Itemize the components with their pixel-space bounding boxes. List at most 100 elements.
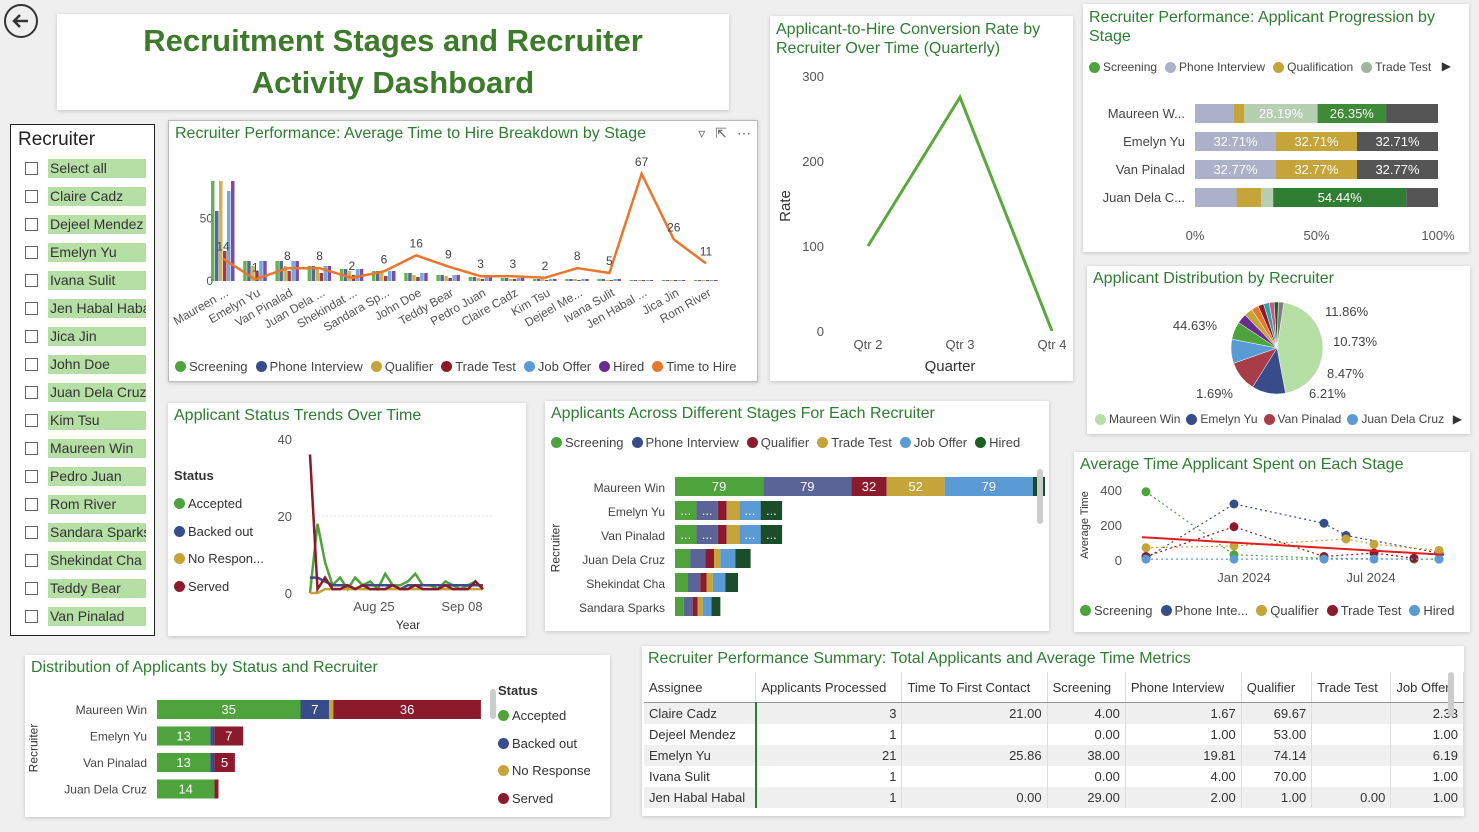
- progression-legend-screening[interactable]: Screening: [1089, 60, 1157, 74]
- table-row[interactable]: Ivana Sulit 1 0.00 4.00 70.00 1.00: [644, 766, 1464, 787]
- time-to-hire-legend-hired[interactable]: Hired: [599, 359, 644, 374]
- status-legend-backed-out[interactable]: Backed out: [174, 518, 264, 546]
- checkbox[interactable]: [25, 581, 38, 595]
- legend-marker-icon: [1089, 61, 1100, 73]
- bar: [263, 261, 267, 281]
- avg-time-title: Average Time Applicant Spent on Each Sta…: [1080, 456, 1404, 473]
- checkbox[interactable]: [25, 553, 38, 567]
- focus-mode-icon[interactable]: ⇱: [715, 125, 727, 141]
- time-to-hire-legend-phone-interview[interactable]: Phone Interview: [255, 359, 363, 374]
- column-header-applicants-processed[interactable]: Applicants Processed: [755, 672, 903, 703]
- slicer-item-van-pinalad[interactable]: Van Pinalad: [25, 605, 154, 627]
- distribution-legend-juan-dela-cruz[interactable]: Juan Dela Cruz: [1347, 412, 1444, 426]
- slicer-item-juan-dela-cruz[interactable]: Juan Dela Cruz: [25, 381, 154, 403]
- distribution-legend-emelyn-yu[interactable]: Emelyn Yu: [1186, 412, 1258, 426]
- checkbox[interactable]: [25, 273, 38, 287]
- status-legend-served[interactable]: Served: [174, 573, 264, 601]
- table-row[interactable]: Dejeel Mendez 1 0.00 1.00 53.00 1.00: [644, 724, 1464, 745]
- slicer-item-ivana-sulit[interactable]: Ivana Sulit: [25, 269, 154, 291]
- column-header-screening[interactable]: Screening: [1047, 672, 1126, 703]
- slicer-item-jica-jin[interactable]: Jica Jin: [25, 325, 154, 347]
- status-dist-legend-served[interactable]: Served: [498, 785, 591, 813]
- slicer-item-pedro-juan[interactable]: Pedro Juan: [25, 465, 154, 487]
- column-header-phone-interview[interactable]: Phone Interview: [1125, 672, 1242, 703]
- slicer-item-emelyn-yu[interactable]: Emelyn Yu: [25, 241, 154, 263]
- progression-legend-trade-test[interactable]: Trade Test: [1361, 60, 1431, 74]
- avg-time-legend-hired[interactable]: Hired: [1409, 603, 1454, 618]
- slicer-item-select-all[interactable]: Select all: [25, 157, 154, 179]
- progression-legend-phone-interview[interactable]: Phone Interview: [1165, 60, 1265, 74]
- legend-next-icon[interactable]: ▶: [1441, 59, 1451, 73]
- column-header-assignee[interactable]: Assignee: [644, 672, 757, 703]
- status-dist-legend-backed-out[interactable]: Backed out: [498, 730, 591, 758]
- avg-time-legend-phone-inte[interactable]: Phone Inte...: [1160, 603, 1248, 618]
- checkbox[interactable]: [25, 245, 38, 259]
- table-row[interactable]: Emelyn Yu 21 25.86 38.00 19.81 74.14 6.19: [644, 745, 1464, 766]
- slicer-item-dejeel-mendez[interactable]: Dejeel Mendez: [25, 213, 154, 235]
- time-to-hire-legend-screening[interactable]: Screening: [175, 359, 248, 374]
- column-header-time-to-first-contact[interactable]: Time To First Contact: [901, 672, 1048, 703]
- column-header-qualifier[interactable]: Qualifier: [1241, 672, 1313, 703]
- checkbox[interactable]: [25, 413, 38, 427]
- summary-scrollbar[interactable]: [1448, 672, 1454, 717]
- checkbox[interactable]: [25, 189, 38, 203]
- slicer-item-teddy-bear[interactable]: Teddy Bear: [25, 577, 154, 599]
- status-dist-legend-title: Status: [498, 683, 538, 698]
- status-legend-accepted[interactable]: Accepted: [174, 490, 264, 518]
- stages-legend-hired[interactable]: Hired: [975, 435, 1020, 450]
- distribution-legend-van-pinalad[interactable]: Van Pinalad: [1263, 412, 1341, 426]
- back-button[interactable]: [4, 4, 38, 38]
- distribution-legend-maureen-win[interactable]: Maureen Win: [1095, 412, 1180, 426]
- table-row[interactable]: Claire Cadz 3 21.00 4.00 1.67 69.67 2.33: [644, 702, 1464, 724]
- table-cell: [1311, 766, 1392, 787]
- checkbox[interactable]: [25, 609, 38, 623]
- stages-legend-qualifier[interactable]: Qualifier: [746, 435, 809, 450]
- status-legend-no-respon[interactable]: No Respon...: [174, 545, 264, 573]
- checkbox[interactable]: [25, 525, 38, 539]
- data-label: 54.44%: [1318, 190, 1363, 205]
- slicer-item-kim-tsu[interactable]: Kim Tsu: [25, 409, 154, 431]
- slicer-item-john-doe[interactable]: John Doe: [25, 353, 154, 375]
- slicer-item-jen-habal-habal[interactable]: Jen Habal Habal: [25, 297, 154, 319]
- bar: [231, 181, 235, 281]
- stages-legend-job-offer[interactable]: Job Offer: [899, 435, 967, 450]
- time-to-hire-legend-trade-test[interactable]: Trade Test: [441, 359, 516, 374]
- stages-legend-trade-test[interactable]: Trade Test: [817, 435, 892, 450]
- checkbox[interactable]: [25, 161, 38, 175]
- more-options-icon[interactable]: ⋯: [737, 125, 751, 141]
- bar: [649, 280, 654, 281]
- legend-next-icon[interactable]: ▶: [1452, 412, 1462, 426]
- filter-icon[interactable]: ▿: [698, 125, 706, 141]
- slicer-item-claire-cadz[interactable]: Claire Cadz: [25, 185, 154, 207]
- column-header-trade-test[interactable]: Trade Test: [1311, 672, 1392, 703]
- status-dist-scrollbar[interactable]: [490, 689, 496, 719]
- time-to-hire-legend-qualifier[interactable]: Qualifier: [370, 359, 433, 374]
- bar-segment: [1406, 188, 1438, 207]
- checkbox[interactable]: [25, 469, 38, 483]
- checkbox[interactable]: [25, 217, 38, 231]
- checkbox[interactable]: [25, 497, 38, 511]
- checkbox[interactable]: [25, 385, 38, 399]
- stages-legend-phone-interview[interactable]: Phone Interview: [631, 435, 739, 450]
- time-to-hire-legend-job-offer[interactable]: Job Offer: [523, 359, 591, 374]
- slicer-item-shekindat-cha[interactable]: Shekindat Cha: [25, 549, 154, 571]
- slicer-item-maureen-win[interactable]: Maureen Win: [25, 437, 154, 459]
- stages-scrollbar[interactable]: [1037, 469, 1043, 524]
- status-dist-legend-no-response[interactable]: No Response: [498, 757, 591, 785]
- avg-time-legend-screening[interactable]: Screening: [1080, 603, 1153, 618]
- progression-legend-qualification[interactable]: Qualification: [1273, 60, 1353, 74]
- time-to-hire-legend-time-to-hire[interactable]: Time to Hire: [652, 359, 737, 374]
- avg-time-legend-qualifier[interactable]: Qualifier: [1256, 603, 1319, 618]
- y-tick-label: 0: [285, 586, 292, 601]
- slicer-item-rom-river[interactable]: Rom River: [25, 493, 154, 515]
- bar: [392, 271, 396, 281]
- checkbox[interactable]: [25, 329, 38, 343]
- table-row[interactable]: Jen Habal Habal 1 0.00 29.00 2.00 1.00 0.00 1.0…: [644, 787, 1464, 808]
- checkbox[interactable]: [25, 357, 38, 371]
- stages-legend-screening[interactable]: Screening: [551, 435, 624, 450]
- slicer-item-sandara-sparks[interactable]: Sandara Sparks: [25, 521, 154, 543]
- avg-time-legend-trade-test[interactable]: Trade Test: [1326, 603, 1401, 618]
- checkbox[interactable]: [25, 301, 38, 315]
- checkbox[interactable]: [25, 441, 38, 455]
- status-dist-legend-accepted[interactable]: Accepted: [498, 702, 591, 730]
